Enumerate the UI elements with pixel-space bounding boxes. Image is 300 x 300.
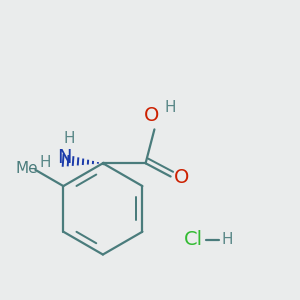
Text: H: H [222,232,233,247]
Text: O: O [174,169,190,188]
Text: Cl: Cl [184,230,203,249]
Text: N: N [57,148,72,167]
Text: H: H [64,131,75,146]
Text: Me: Me [15,161,38,176]
Text: H: H [39,155,51,170]
Text: H: H [165,100,176,115]
Text: O: O [144,106,159,125]
